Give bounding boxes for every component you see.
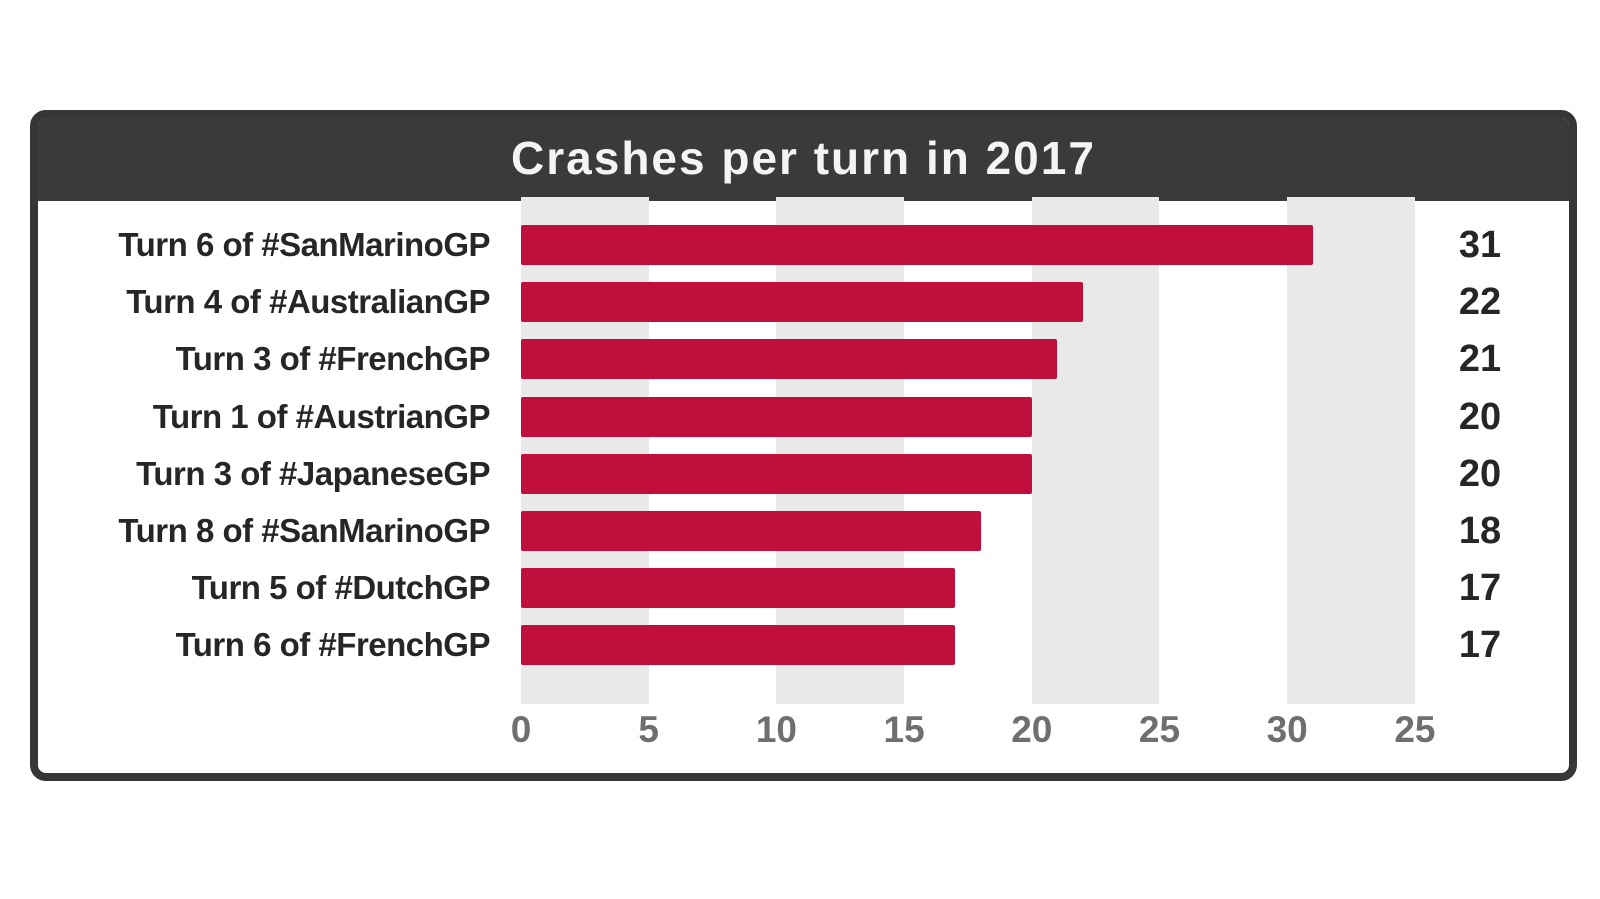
bar bbox=[521, 511, 981, 551]
bar-label: Turn 3 of #FrenchGP bbox=[175, 340, 491, 378]
bar-label: Turn 6 of #FrenchGP bbox=[175, 626, 491, 664]
bar-value-label: 20 bbox=[1458, 452, 1502, 495]
x-axis-tick-label: 5 bbox=[638, 709, 659, 750]
bar-value-label: 17 bbox=[1458, 624, 1502, 667]
grid-band bbox=[1287, 197, 1415, 704]
bar-value-label: 22 bbox=[1458, 281, 1502, 324]
bar bbox=[521, 625, 955, 666]
bar bbox=[521, 225, 1313, 265]
bar-value-label: 18 bbox=[1458, 510, 1502, 552]
bar-label: Turn 4 of #AustralianGP bbox=[126, 283, 490, 321]
grid-band bbox=[1031, 197, 1160, 704]
x-axis-tick-label: 20 bbox=[1011, 709, 1053, 750]
bar-label: Turn 3 of #JapaneseGP bbox=[136, 454, 490, 492]
x-axis-tick-label: 30 bbox=[1266, 709, 1308, 750]
x-axis-tick-label: 0 bbox=[510, 709, 532, 750]
bar-label: Turn 8 of #SanMarinoGP bbox=[118, 512, 490, 549]
bar bbox=[521, 282, 1083, 323]
bar bbox=[521, 339, 1057, 380]
chart-title: Crashes per turn in 2017 bbox=[511, 131, 1096, 184]
bar-value-label: 31 bbox=[1458, 224, 1502, 266]
x-axis-tick-label: 25 bbox=[1138, 709, 1181, 750]
x-axis-tick-label: 10 bbox=[755, 709, 797, 750]
x-axis-tick-label: 15 bbox=[883, 709, 925, 750]
bar-label: Turn 6 of #SanMarinoGP bbox=[118, 226, 490, 263]
bar bbox=[521, 568, 955, 609]
bar bbox=[521, 396, 1032, 437]
chart-title-bar: Crashes per turn in 2017 bbox=[38, 118, 1569, 201]
x-axis-tick-label: 25 bbox=[1394, 709, 1436, 750]
bar-value-label: 21 bbox=[1458, 338, 1502, 381]
bar-label: Turn 5 of #DutchGP bbox=[191, 569, 491, 607]
bar-value-label: 20 bbox=[1458, 395, 1502, 438]
bar-value-label: 17 bbox=[1458, 567, 1502, 610]
bar bbox=[521, 453, 1032, 494]
bar-label: Turn 1 of #AustrianGP bbox=[152, 397, 491, 435]
grid-band bbox=[521, 197, 649, 704]
grid-band bbox=[776, 197, 905, 704]
